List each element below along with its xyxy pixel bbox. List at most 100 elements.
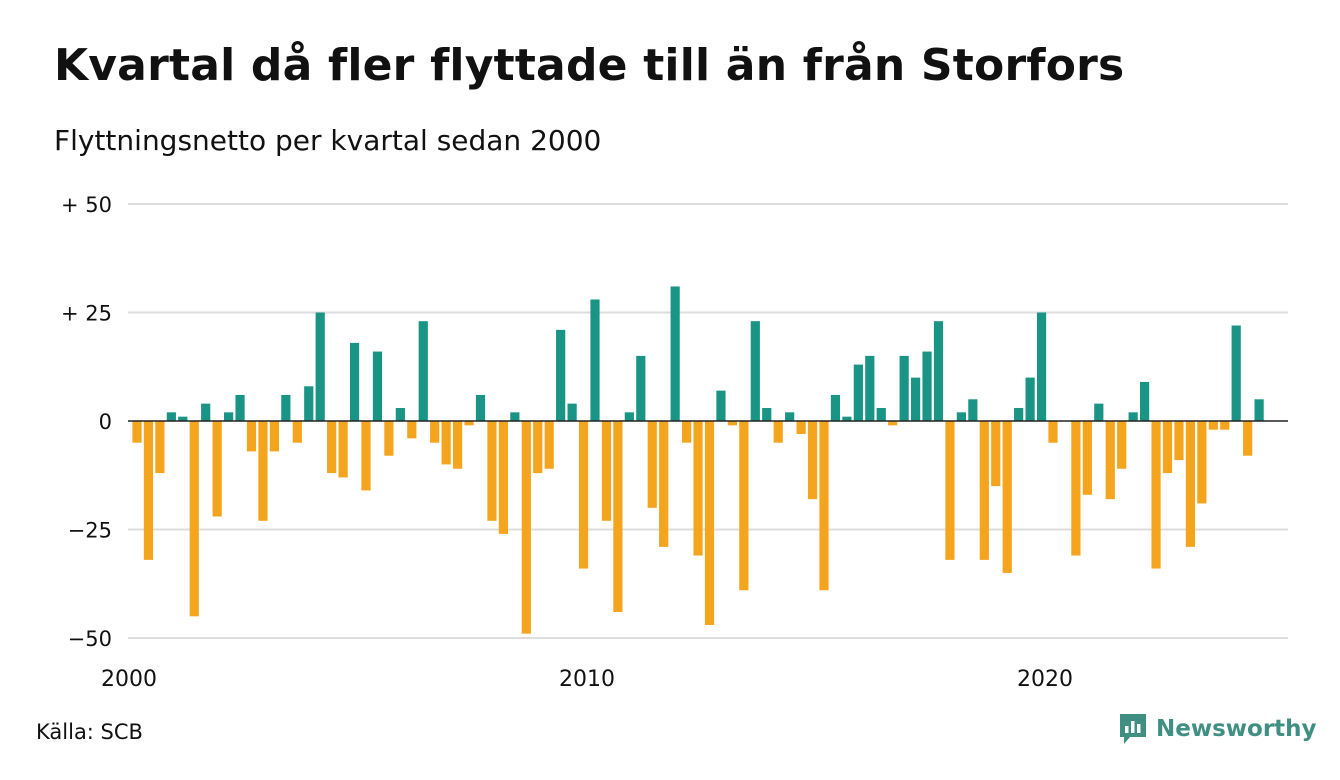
bar	[430, 421, 440, 443]
bar	[258, 421, 268, 521]
bar	[338, 421, 348, 478]
bar	[1105, 421, 1115, 500]
bar	[888, 421, 898, 426]
bar	[956, 412, 966, 421]
bar	[556, 329, 566, 421]
bar	[464, 421, 474, 426]
bar	[865, 355, 875, 421]
bar	[1151, 421, 1161, 569]
bar	[785, 412, 795, 421]
bar	[1140, 381, 1150, 421]
bar	[361, 421, 371, 491]
bar	[143, 421, 154, 560]
bar	[968, 399, 978, 421]
bar	[1231, 325, 1241, 421]
y-tick-label: + 50	[61, 193, 112, 217]
bar	[716, 390, 726, 421]
bar	[441, 421, 451, 465]
bar	[384, 421, 394, 456]
bar	[1162, 421, 1173, 474]
bar	[1174, 421, 1184, 461]
bar	[613, 421, 623, 612]
brand-logo: Newsworthy	[1118, 712, 1317, 746]
bar	[521, 421, 531, 634]
bar	[178, 416, 188, 421]
bar	[327, 421, 337, 474]
bar	[132, 421, 142, 443]
bar	[682, 421, 692, 443]
bar	[1208, 421, 1218, 430]
bar	[945, 421, 955, 560]
bar	[349, 342, 360, 421]
bar	[189, 421, 199, 617]
x-tick-label: 2020	[1017, 667, 1073, 692]
bar	[590, 299, 600, 421]
bar	[453, 421, 463, 469]
bar	[727, 421, 737, 426]
bar	[407, 421, 417, 439]
bar	[1254, 399, 1264, 421]
bar	[911, 377, 921, 421]
bar	[155, 421, 165, 474]
bar	[1071, 421, 1081, 556]
bar	[704, 421, 715, 625]
bar	[830, 394, 841, 421]
bar	[750, 321, 760, 421]
bar	[281, 394, 291, 421]
bar	[1197, 421, 1207, 504]
bar	[395, 407, 405, 421]
bar	[246, 421, 257, 452]
bar	[819, 421, 829, 591]
bar	[762, 407, 772, 421]
bar	[601, 421, 612, 521]
y-axis-tick-labels: + 50 + 25 0 −25 −50	[61, 193, 112, 651]
bar	[899, 355, 909, 421]
bar	[475, 394, 486, 421]
bar	[201, 403, 211, 421]
x-tick-label: 2010	[559, 667, 615, 692]
bar	[807, 421, 818, 500]
bar	[578, 421, 589, 569]
bar	[544, 421, 554, 469]
bars	[132, 286, 1264, 634]
y-tick-label: + 25	[61, 302, 112, 326]
x-axis-tick-labels: 2000 2010 2020	[101, 667, 1073, 692]
bar	[372, 351, 383, 421]
bar	[418, 321, 428, 421]
bar	[292, 421, 302, 443]
bar	[1220, 421, 1230, 430]
bar	[212, 421, 222, 517]
bar	[224, 412, 234, 421]
bar	[659, 421, 669, 547]
source-note: Källa: SCB	[36, 720, 143, 744]
bar	[1243, 421, 1253, 456]
bar	[922, 351, 932, 421]
x-tick-label: 2000	[101, 667, 157, 692]
bar	[796, 421, 806, 435]
bar	[1048, 421, 1058, 443]
bar	[773, 421, 783, 443]
bar	[510, 412, 520, 421]
bar	[235, 394, 245, 421]
bar	[1117, 421, 1127, 469]
y-tick-label: −25	[68, 519, 112, 543]
bar	[739, 421, 749, 591]
brand-name: Newsworthy	[1156, 716, 1317, 742]
y-tick-label: 0	[99, 410, 112, 434]
bar-chart: + 50 + 25 0 −25 −50 2000 2010 2020	[61, 193, 1288, 692]
bar	[487, 421, 497, 521]
bar-chart-speech-bubble-icon	[1120, 714, 1146, 744]
bar	[670, 286, 680, 421]
bar	[166, 412, 176, 421]
bar	[876, 407, 886, 421]
bar	[1185, 421, 1195, 547]
bar	[1128, 412, 1138, 421]
bar	[1036, 312, 1047, 421]
bar	[853, 364, 863, 421]
bar	[1002, 421, 1012, 573]
bar	[315, 312, 325, 421]
bar	[979, 421, 989, 560]
bar	[842, 416, 852, 421]
bar	[269, 421, 279, 452]
bar	[624, 412, 634, 421]
